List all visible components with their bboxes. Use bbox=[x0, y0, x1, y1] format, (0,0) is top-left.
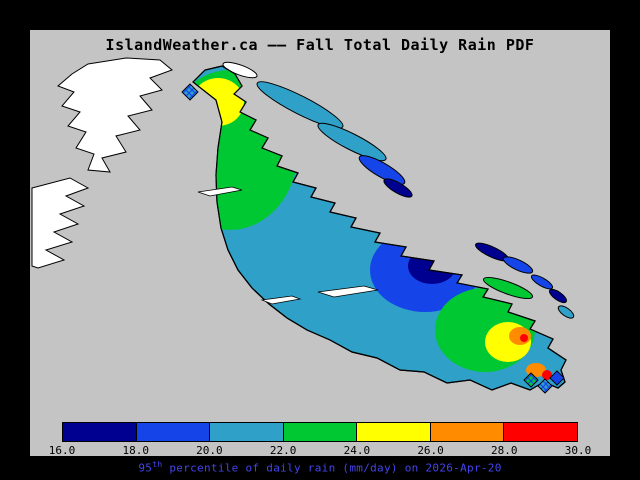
colorbar-tick-label: 20.0 bbox=[196, 444, 223, 457]
rain-region-east-navy bbox=[408, 248, 456, 284]
map-canvas bbox=[31, 57, 575, 394]
colorbar-tick-label: 26.0 bbox=[417, 444, 444, 457]
hatch-markers bbox=[181, 83, 565, 394]
caption-base: 95 bbox=[138, 461, 153, 475]
colorbar-tick-label: 24.0 bbox=[343, 444, 371, 457]
rain-region-south-orange bbox=[509, 327, 531, 345]
colorbar-segment bbox=[283, 423, 358, 441]
colorbar-tick-label: 16.0 bbox=[48, 444, 76, 457]
colorbar-segment bbox=[210, 423, 284, 441]
colorbar-tick-label: 22.0 bbox=[269, 444, 297, 457]
colorbar-segment bbox=[504, 423, 578, 441]
map-panel: IslandWeather.ca —— Fall Total Daily Rai… bbox=[30, 30, 610, 457]
colorbar-tick-label: 30.0 bbox=[564, 444, 592, 457]
colorbar-segment bbox=[430, 423, 505, 441]
gulf-islands bbox=[222, 61, 413, 198]
caption-superscript: th bbox=[152, 460, 163, 469]
colorbar-segment bbox=[63, 423, 137, 441]
southern-gulf-islands bbox=[475, 242, 575, 319]
colorbar bbox=[62, 422, 578, 442]
rain-region-tip-red bbox=[542, 370, 552, 380]
caption-rest: percentile of daily rain (mm/day) on 202… bbox=[162, 461, 502, 475]
plot-title: IslandWeather.ca —— Fall Total Daily Rai… bbox=[105, 36, 535, 54]
colorbar-segment bbox=[136, 423, 211, 441]
plot-caption: 95th percentile of daily rain (mm/day) o… bbox=[0, 460, 640, 475]
mainland-fjords bbox=[31, 177, 90, 269]
colorbar-segment bbox=[357, 423, 431, 441]
colorbar-labels: 16.0 18.0 20.0 22.0 24.0 26.0 28.0 30.0 bbox=[49, 444, 592, 457]
mainland-coast bbox=[57, 57, 173, 173]
lakes bbox=[197, 186, 379, 305]
colorbar-tick-label: 28.0 bbox=[491, 444, 518, 457]
colorbar-tick-label: 18.0 bbox=[122, 444, 149, 457]
rain-region-north-yellow bbox=[193, 78, 244, 126]
rain-region-south-red bbox=[520, 334, 528, 342]
